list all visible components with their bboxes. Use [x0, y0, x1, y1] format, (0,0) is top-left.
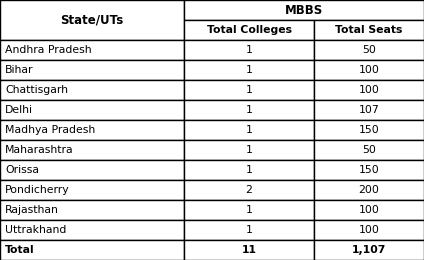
Bar [314, 60, 424, 80]
Text: 11: 11 [242, 245, 257, 255]
Bar [0, 140, 184, 160]
Text: 150: 150 [359, 165, 379, 175]
Text: 50: 50 [362, 145, 376, 155]
Text: 1: 1 [245, 145, 253, 155]
Bar [184, 240, 314, 260]
Bar [184, 180, 314, 200]
Text: 1: 1 [245, 125, 253, 135]
Text: Delhi: Delhi [5, 105, 33, 115]
Bar [314, 240, 424, 260]
Bar [184, 220, 314, 240]
Bar [0, 40, 184, 60]
Text: Madhya Pradesh: Madhya Pradesh [5, 125, 95, 135]
Bar [0, 240, 184, 260]
Bar [314, 80, 424, 100]
Text: Pondicherry: Pondicherry [5, 185, 70, 195]
Text: 100: 100 [358, 85, 379, 95]
Bar [184, 140, 314, 160]
Bar [314, 220, 424, 240]
Bar [184, 120, 314, 140]
Bar [314, 140, 424, 160]
Text: 50: 50 [362, 45, 376, 55]
Text: 1: 1 [245, 225, 253, 235]
Text: Rajasthan: Rajasthan [5, 205, 59, 215]
Text: 2: 2 [245, 185, 253, 195]
Text: 1: 1 [245, 165, 253, 175]
Text: Total: Total [5, 245, 35, 255]
Bar [0, 60, 184, 80]
Bar [184, 80, 314, 100]
Text: 1,107: 1,107 [351, 245, 386, 255]
Text: 150: 150 [359, 125, 379, 135]
Bar [314, 20, 424, 40]
Text: State/UTs: State/UTs [61, 14, 124, 27]
Text: 1: 1 [245, 65, 253, 75]
Text: Uttrakhand: Uttrakhand [5, 225, 67, 235]
Bar [0, 200, 184, 220]
Bar [184, 160, 314, 180]
Bar [184, 0, 424, 20]
Bar [314, 200, 424, 220]
Bar [0, 0, 184, 40]
Text: 1: 1 [245, 85, 253, 95]
Bar [184, 100, 314, 120]
Bar [0, 220, 184, 240]
Bar [184, 40, 314, 60]
Text: Bihar: Bihar [5, 65, 33, 75]
Text: Orissa: Orissa [5, 165, 39, 175]
Text: Maharashtra: Maharashtra [5, 145, 74, 155]
Text: 1: 1 [245, 105, 253, 115]
Bar [314, 40, 424, 60]
Text: MBBS: MBBS [285, 3, 324, 16]
Bar [0, 100, 184, 120]
Bar [184, 20, 314, 40]
Bar [314, 160, 424, 180]
Bar [0, 80, 184, 100]
Bar [314, 180, 424, 200]
Text: 100: 100 [358, 225, 379, 235]
Bar [0, 180, 184, 200]
Bar [0, 160, 184, 180]
Text: Total Colleges: Total Colleges [206, 25, 292, 35]
Bar [184, 200, 314, 220]
Text: 107: 107 [359, 105, 379, 115]
Text: Total Seats: Total Seats [335, 25, 402, 35]
Bar [314, 100, 424, 120]
Text: 200: 200 [358, 185, 379, 195]
Bar [184, 60, 314, 80]
Text: 100: 100 [358, 65, 379, 75]
Bar [314, 120, 424, 140]
Text: 100: 100 [358, 205, 379, 215]
Bar [0, 120, 184, 140]
Text: 1: 1 [245, 205, 253, 215]
Text: Andhra Pradesh: Andhra Pradesh [5, 45, 92, 55]
Text: 1: 1 [245, 45, 253, 55]
Text: Chattisgarh: Chattisgarh [5, 85, 68, 95]
